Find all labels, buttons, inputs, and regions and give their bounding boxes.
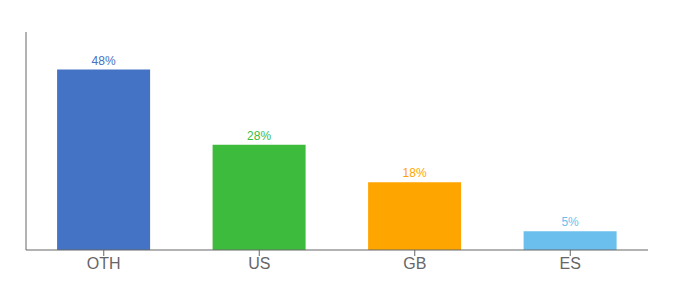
svg-text:ES: ES	[560, 255, 581, 272]
svg-text:18%: 18%	[403, 166, 427, 180]
svg-text:US: US	[248, 255, 270, 272]
svg-text:28%: 28%	[247, 129, 271, 143]
svg-text:OTH: OTH	[87, 255, 121, 272]
svg-text:GB: GB	[403, 255, 426, 272]
svg-text:5%: 5%	[561, 215, 579, 229]
svg-text:48%: 48%	[92, 54, 116, 68]
